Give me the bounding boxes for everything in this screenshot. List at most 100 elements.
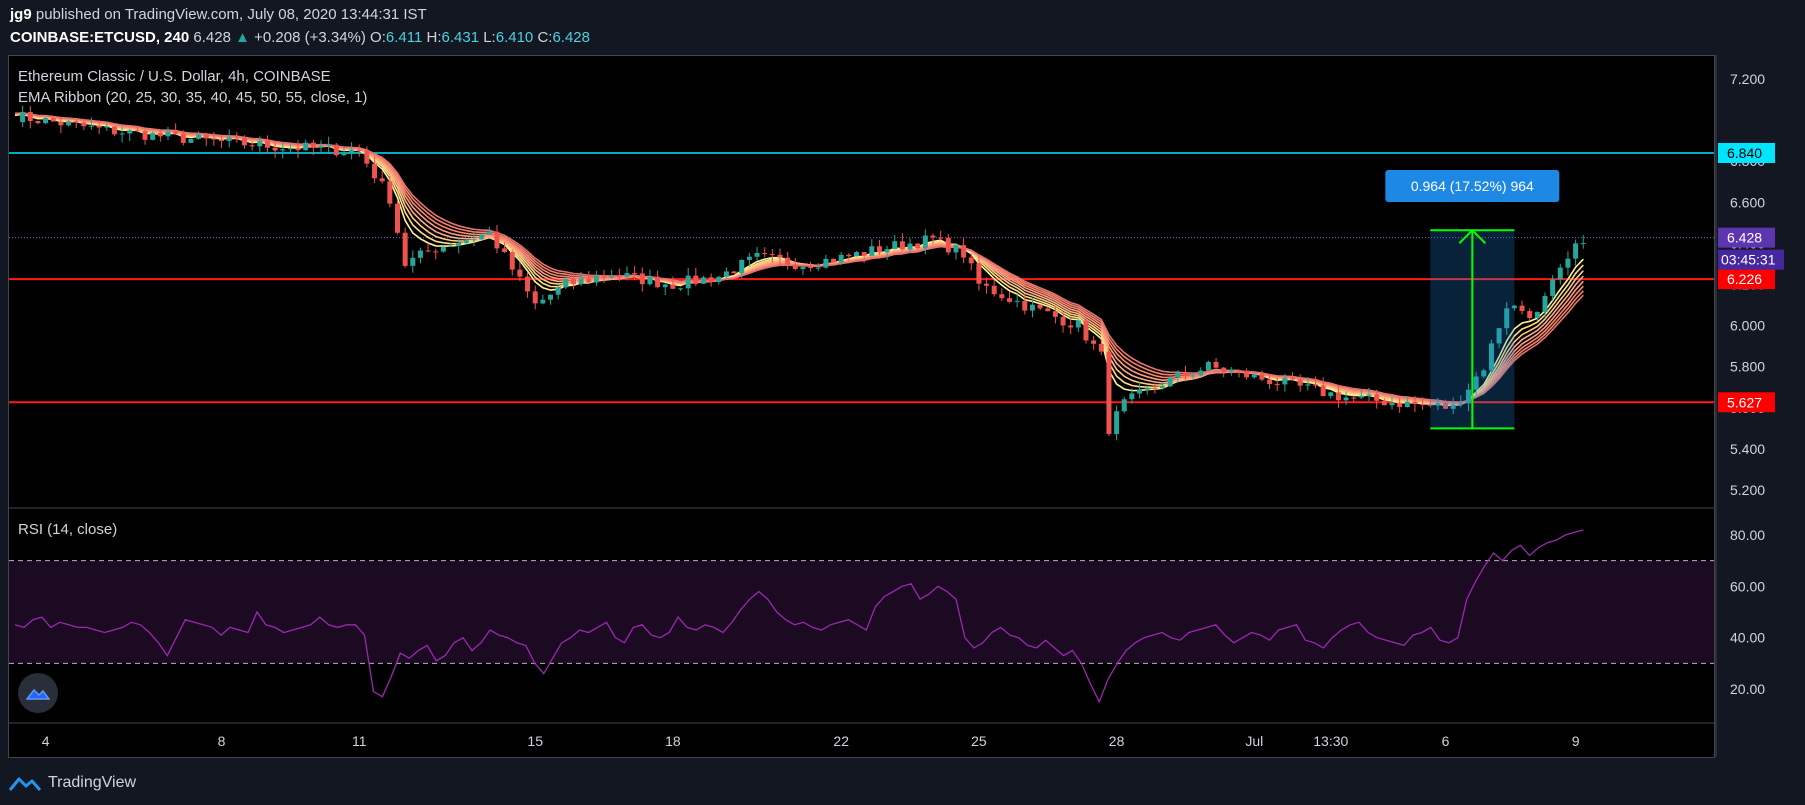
candle-body <box>1121 399 1127 412</box>
time-axis-tick: 25 <box>971 733 987 749</box>
cyan-price-tag[interactable]: 6.840 <box>1727 145 1762 161</box>
ema-ribbon-line-55 <box>14 112 1584 403</box>
red-price-tag-lower[interactable]: 5.627 <box>1727 394 1762 410</box>
candle-body <box>831 258 837 263</box>
red-price-tag-lower-bg <box>1718 392 1775 413</box>
candle-body <box>1213 361 1219 368</box>
candle-body <box>119 133 125 135</box>
candle-body <box>1198 370 1204 376</box>
candle-body <box>234 137 240 139</box>
candle-body <box>555 287 561 295</box>
measure-label: 0.964 (17.52%) 964 <box>1411 178 1534 194</box>
countdown-tag: 03:45:31 <box>1721 252 1776 268</box>
candle-body <box>1305 384 1311 386</box>
candle-body <box>242 138 247 146</box>
candle-body <box>165 131 171 137</box>
candle-body <box>226 137 232 141</box>
candle-body <box>303 142 309 151</box>
chart-legend-title[interactable]: Ethereum Classic / U.S. Dollar, 4h, COIN… <box>18 68 331 85</box>
candle-body <box>723 271 729 277</box>
candle-body <box>1091 340 1097 344</box>
tradingview-badge-icon[interactable] <box>18 673 58 713</box>
candle-body <box>792 264 798 269</box>
candle-body <box>150 132 156 140</box>
candle-body <box>846 254 852 257</box>
candle-body <box>1527 311 1533 318</box>
candle-body <box>1427 404 1433 406</box>
measure-label-box[interactable] <box>1385 170 1560 202</box>
candle-body <box>456 243 462 247</box>
candle-body <box>1450 404 1456 409</box>
candle-body <box>1519 305 1525 312</box>
candle-body <box>945 237 951 253</box>
candle-body <box>1236 370 1242 372</box>
candle-body <box>433 251 439 253</box>
candle-body <box>1473 376 1479 390</box>
candle-body <box>716 276 722 283</box>
candle-body <box>180 133 186 143</box>
candle-body <box>1511 305 1517 309</box>
candle-body <box>395 203 400 233</box>
candle-body <box>1565 258 1571 268</box>
candle-body <box>73 121 79 123</box>
candle-body <box>1488 343 1494 371</box>
candle-body <box>701 277 706 284</box>
candle-body <box>1175 372 1181 378</box>
candle-body <box>20 112 26 123</box>
candle-body <box>1504 308 1510 329</box>
ema-ribbon-legend[interactable]: EMA Ribbon (20, 25, 30, 35, 40, 45, 50, … <box>18 89 367 106</box>
candle-body <box>287 148 293 150</box>
candle-body <box>463 240 469 244</box>
candle-body <box>134 130 140 132</box>
candle-body <box>1328 392 1334 397</box>
candle-body <box>754 252 760 257</box>
candle-body <box>517 269 523 277</box>
footer-brand[interactable]: TradingView <box>48 774 137 791</box>
candle-body <box>739 259 745 274</box>
candle-body <box>96 125 102 128</box>
candle-body <box>548 294 553 300</box>
cyan-price-tag-bg <box>1718 142 1775 163</box>
red-price-tag-upper[interactable]: 6.226 <box>1727 271 1762 287</box>
author-name[interactable]: jg9 <box>10 6 32 23</box>
candle-body <box>1137 389 1143 394</box>
candle-body <box>1267 379 1273 385</box>
candle-body <box>563 279 569 288</box>
candle-body <box>402 232 408 266</box>
rsi-axis-tick: 20.00 <box>1730 681 1765 697</box>
candle-body <box>173 131 179 134</box>
candle-body <box>930 235 936 238</box>
open-value: 6.411 <box>385 29 423 46</box>
candle-body <box>1320 385 1326 397</box>
candle-body <box>693 275 699 284</box>
candle-body <box>1167 377 1173 387</box>
candle-body <box>999 294 1005 299</box>
candle-body <box>1205 361 1211 371</box>
candle-body <box>1290 377 1296 380</box>
candle-body <box>479 234 485 240</box>
candle-body <box>1114 411 1120 435</box>
candle-body <box>264 140 270 148</box>
candle-body <box>509 252 515 270</box>
time-axis-tick: 15 <box>527 733 543 749</box>
candle-body <box>1542 295 1548 312</box>
symbol-name[interactable]: COINBASE:ETCUSD, 240 <box>10 29 190 46</box>
candle-body <box>1068 325 1074 328</box>
candle-body <box>961 245 967 258</box>
time-axis-tick: 4 <box>42 733 50 749</box>
price-axis-tick: 6.600 <box>1730 194 1765 210</box>
last-price-tag[interactable]: 6.428 <box>1727 230 1762 246</box>
rsi-line <box>14 529 1584 704</box>
candle-body <box>1335 392 1341 401</box>
price-axis-tick: 7.200 <box>1730 71 1765 87</box>
candle-body <box>1221 367 1227 372</box>
rsi-axis-tick: 40.00 <box>1730 630 1765 646</box>
candle-body <box>58 121 64 126</box>
candle-body <box>502 248 508 253</box>
countdown-tag-bg <box>1718 249 1784 270</box>
candle-body <box>762 252 768 255</box>
candle-body <box>1045 308 1051 312</box>
candle-body <box>249 145 255 147</box>
rsi-legend[interactable]: RSI (14, close) <box>18 521 117 538</box>
